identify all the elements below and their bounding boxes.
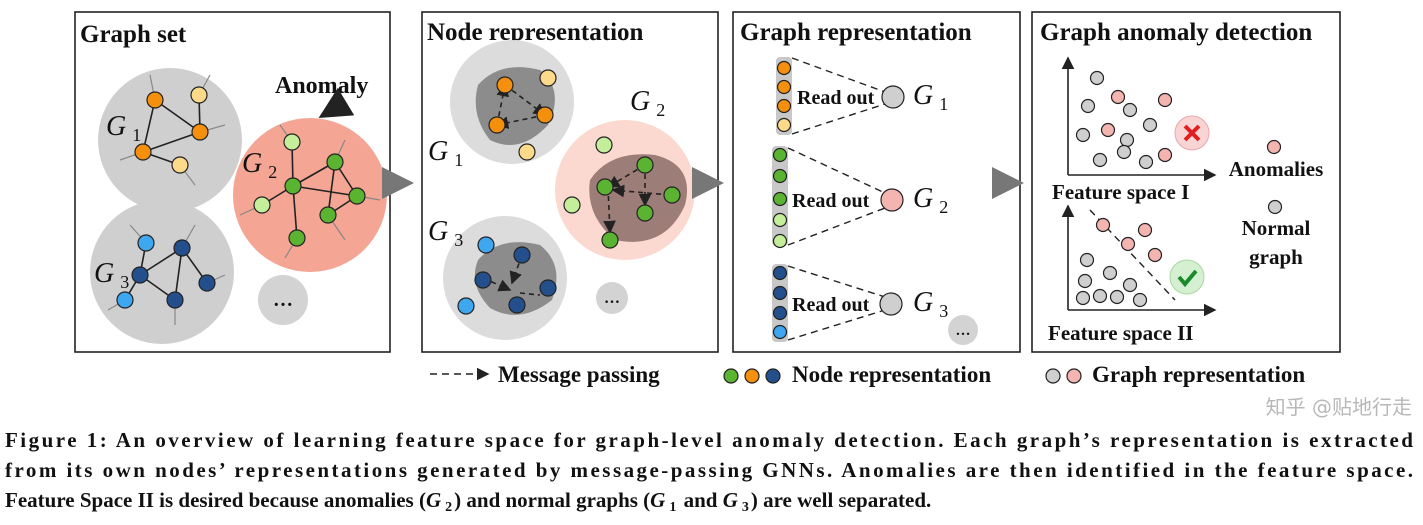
legend-normal-marker xyxy=(1267,199,1283,215)
panel-title: Graph set xyxy=(80,21,187,48)
svg-text:Message passing: Message passing xyxy=(498,362,660,387)
g1-nodes xyxy=(134,86,209,174)
svg-text:…: … xyxy=(956,323,971,339)
feature-space-2-plot: Feature space II xyxy=(1048,204,1217,345)
graph-embedding-g1 xyxy=(881,85,905,109)
anomaly-arrow-icon xyxy=(318,87,355,119)
panel-graph-anomaly-detection: Graph anomaly detection Feature space I … xyxy=(1031,11,1341,353)
svg-text:Node representation: Node representation xyxy=(792,362,991,387)
readout-label: Read out xyxy=(792,294,870,316)
legend-anomaly-marker xyxy=(1266,139,1282,155)
svg-text:G1: G1 xyxy=(913,80,948,114)
graph-embedding-g3 xyxy=(879,292,903,316)
svg-text:…: … xyxy=(604,290,620,307)
panel-title: Graph representation xyxy=(740,19,972,46)
watermark: 知乎 @贴地行走 xyxy=(1266,395,1412,419)
graph-g2-anomaly-region xyxy=(233,118,387,272)
svg-text:Feature space II: Feature space II xyxy=(1048,321,1193,345)
more-graphs-ellipsis xyxy=(258,275,308,325)
svg-text:Graph representation: Graph representation xyxy=(1092,362,1305,387)
panel-title: Node representation xyxy=(427,19,644,46)
svg-text:Feature space I: Feature space I xyxy=(1052,180,1189,204)
svg-text:from its own nodes’ representa: from its own nodes’ representations gene… xyxy=(5,458,1413,482)
svg-text:Normal: Normal xyxy=(1242,216,1311,240)
feature-space-1-plot: Feature space I xyxy=(1052,56,1217,204)
g2-nodes xyxy=(253,133,366,247)
svg-text:Anomalies: Anomalies xyxy=(1229,157,1324,181)
svg-text:Figure 1: An overview of learn: Figure 1: An overview of learning featur… xyxy=(5,428,1413,452)
anomaly-label: Anomaly xyxy=(275,73,368,99)
svg-text:…: … xyxy=(273,289,293,311)
check-icon xyxy=(1169,259,1205,295)
svg-text:graph: graph xyxy=(1249,245,1303,269)
graph-embedding-g2 xyxy=(880,188,904,212)
svg-text:G3: G3 xyxy=(913,287,948,321)
readout-label: Read out xyxy=(797,87,875,109)
bottom-legend: Message passing Node representation Grap… xyxy=(430,362,1305,387)
svg-text:Feature Space II is desired be: Feature Space II is desired because anom… xyxy=(5,488,931,515)
graph-g1-region xyxy=(98,68,242,212)
svg-text:G2: G2 xyxy=(913,183,948,217)
readout-label: Read out xyxy=(792,190,870,212)
panel-title: Graph anomaly detection xyxy=(1040,19,1312,46)
figure-caption: Figure 1: An overview of learning featur… xyxy=(5,428,1413,515)
g3-nodes xyxy=(116,234,216,309)
